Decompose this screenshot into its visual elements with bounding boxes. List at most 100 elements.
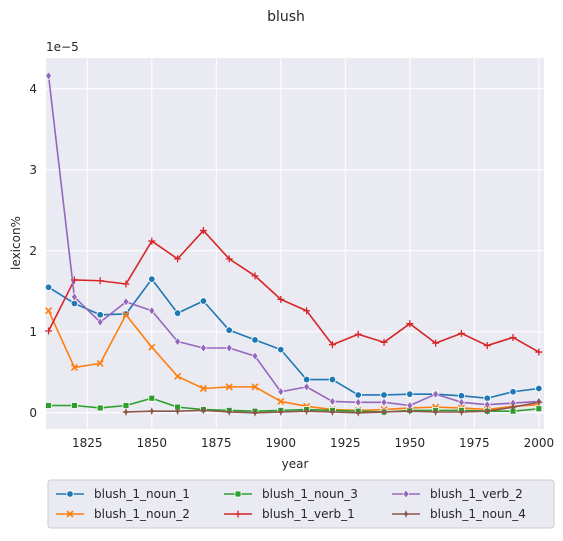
- legend-item: blush_1_noun_1: [56, 487, 190, 501]
- series-line: [47, 310, 539, 412]
- x-axis-ticks: 1825 1850 1875 1900 1925 1950 1975 2000: [72, 436, 554, 450]
- data-point: [251, 272, 259, 280]
- data-point: [457, 329, 465, 337]
- legend-label: blush_1_verb_1: [262, 507, 355, 521]
- data-point: [483, 407, 492, 416]
- data-point: [458, 397, 465, 407]
- series-line: [47, 75, 539, 407]
- data-point: [96, 311, 104, 319]
- data-point: [509, 388, 517, 396]
- data-point: [432, 389, 440, 399]
- y-multiplier-label: 1e−5: [46, 40, 79, 54]
- x-axis-label: year: [282, 457, 309, 471]
- legend-label: blush_1_verb_2: [430, 487, 523, 501]
- data-point: [406, 390, 414, 398]
- legend-marker: [402, 489, 410, 499]
- data-point: [328, 341, 336, 349]
- data-point: [354, 330, 362, 338]
- legend-item: blush_1_noun_3: [224, 487, 358, 501]
- data-point: [431, 407, 440, 416]
- legend-item: blush_1_verb_1: [224, 507, 355, 521]
- legend-marker: [234, 510, 242, 518]
- data-point: [328, 375, 337, 384]
- data-point: [225, 383, 233, 391]
- legend-marker: [66, 510, 74, 518]
- data-point: [406, 320, 414, 328]
- data-point: [277, 295, 285, 303]
- plot-area: [46, 58, 544, 429]
- data-point: [44, 283, 53, 291]
- data-point: [380, 397, 388, 407]
- data-point: [96, 359, 104, 367]
- x-tick-label: 1875: [201, 436, 232, 450]
- data-point: [174, 337, 181, 347]
- data-point: [380, 391, 388, 399]
- series-blush_1_verb_2: [45, 71, 543, 411]
- data-point: [122, 297, 130, 307]
- legend-item: blush_1_verb_2: [392, 487, 523, 501]
- series-line: [47, 229, 540, 353]
- legend-item: blush_1_noun_2: [56, 507, 190, 521]
- data-point: [174, 255, 182, 263]
- series-layer: [44, 71, 543, 417]
- data-point: [174, 372, 182, 380]
- data-point: [277, 387, 285, 397]
- chart-title: blush: [267, 9, 305, 25]
- data-point: [251, 336, 259, 344]
- y-tick-label: 1: [29, 325, 37, 339]
- y-tick-label: 0: [29, 406, 37, 420]
- data-point: [45, 71, 52, 81]
- data-point: [96, 404, 104, 412]
- data-point: [148, 275, 156, 283]
- data-point: [457, 407, 466, 416]
- legend: blush_1_noun_1 blush_1_noun_2 blush_1_noun…: [47, 479, 555, 529]
- x-tick-label: 1950: [395, 436, 426, 450]
- data-point: [121, 407, 130, 416]
- data-point: [225, 255, 233, 263]
- data-point: [148, 343, 156, 351]
- data-point: [535, 348, 543, 356]
- data-point: [354, 408, 363, 417]
- series-blush_1_noun_1: [44, 275, 543, 402]
- x-tick-label: 1850: [137, 436, 168, 450]
- data-point: [96, 317, 104, 327]
- x-tick-label: 1900: [266, 436, 297, 450]
- data-point: [276, 407, 285, 416]
- data-point: [405, 407, 414, 416]
- data-point: [122, 311, 130, 319]
- legend-frame: [47, 479, 555, 529]
- data-point: [173, 309, 182, 317]
- data-point: [122, 402, 130, 409]
- data-point: [225, 326, 233, 334]
- data-point: [70, 402, 78, 409]
- data-point: [70, 363, 78, 372]
- series-blush_1_verb_1: [45, 227, 543, 356]
- data-point: [509, 333, 517, 341]
- series-line: [48, 397, 539, 413]
- data-point: [354, 391, 362, 399]
- y-tick-label: 3: [29, 163, 37, 177]
- data-point: [380, 338, 388, 346]
- data-point: [354, 397, 362, 407]
- data-point: [148, 237, 156, 245]
- data-point: [251, 383, 259, 391]
- data-point: [148, 394, 156, 402]
- data-point: [432, 339, 440, 347]
- data-point: [71, 292, 78, 302]
- legend-label: blush_1_noun_4: [430, 507, 526, 521]
- data-point: [45, 327, 53, 335]
- data-point: [199, 297, 208, 305]
- y-axis-ticks: 0 1 2 3 4: [29, 82, 37, 420]
- data-point: [535, 384, 543, 393]
- legend-marker: [234, 490, 242, 498]
- legend-marker: [402, 510, 410, 518]
- data-point: [173, 407, 182, 416]
- series-line: [48, 278, 539, 400]
- data-point: [199, 227, 207, 235]
- data-point: [45, 402, 52, 409]
- x-tick-label: 1975: [459, 436, 490, 450]
- x-tick-label: 1825: [72, 436, 103, 450]
- data-point: [45, 307, 53, 315]
- data-point: [251, 408, 260, 417]
